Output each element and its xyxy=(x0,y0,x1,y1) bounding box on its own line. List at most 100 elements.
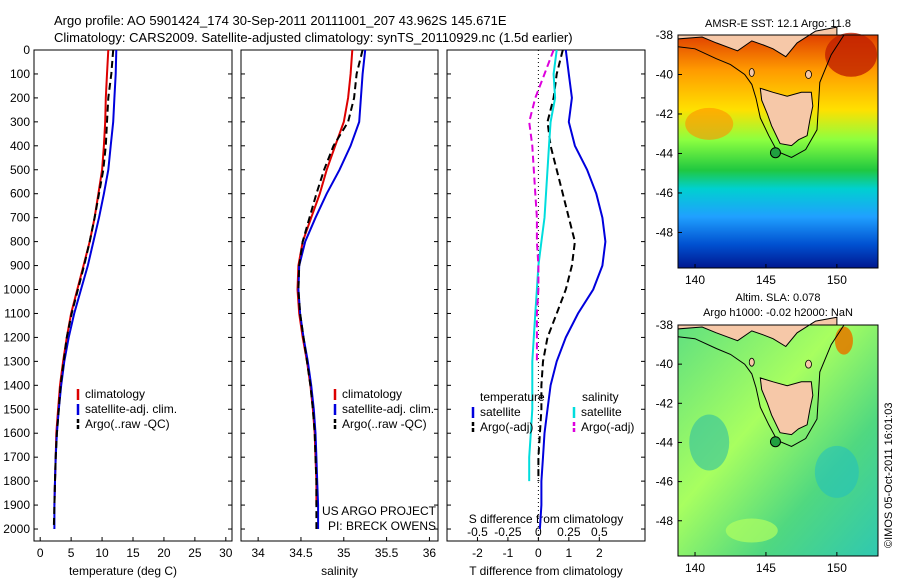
top-axis-label: S difference from climatology xyxy=(469,512,624,526)
x-tick-label: 0 xyxy=(37,546,44,560)
x-axis-label: salinity xyxy=(321,564,358,578)
legend-label: Argo(-adj) xyxy=(480,420,533,434)
lat-tick-label: -48 xyxy=(656,514,674,528)
warm-anomaly xyxy=(685,107,734,140)
tasmania-coast xyxy=(759,377,814,436)
y-tick-label: 1200 xyxy=(3,330,30,344)
series-line-temperature-argo-adj- xyxy=(537,49,576,482)
legend-header-salinity: salinity xyxy=(582,390,619,404)
mainland-coast xyxy=(677,26,838,58)
y-tick-label: 500 xyxy=(10,163,30,177)
y-tick-label: 1900 xyxy=(3,498,30,512)
profile-panel-3: -2 -1 0 1 2 T difference from climatology -0.5… xyxy=(446,49,646,578)
legend-header-temperature: temperature xyxy=(480,390,545,404)
lat-tick-label: -40 xyxy=(656,357,674,371)
x-tick-label: -2 xyxy=(472,546,483,560)
lat-tick-label: -40 xyxy=(656,67,674,81)
x-tick-label: 1 xyxy=(566,546,573,560)
sla-low xyxy=(814,445,859,498)
lon-tick-label: 140 xyxy=(685,273,705,287)
y-tick-label: 800 xyxy=(10,235,30,249)
top-tick-label: -0.25 xyxy=(494,525,522,539)
y-tick-label: 1800 xyxy=(3,474,30,488)
profile-panel-2: 34 34.5 35 35.5 36 salinity climatologysatelli… xyxy=(240,49,439,578)
legend-label: satellite xyxy=(581,405,622,419)
y-tick-label: 700 xyxy=(10,211,30,225)
lat-tick-label: -38 xyxy=(656,318,674,332)
shelf-contour xyxy=(677,34,878,158)
lon-tick-label: 140 xyxy=(685,561,705,575)
top-tick-label: 0.5 xyxy=(591,525,608,539)
map-frame xyxy=(677,34,879,269)
map-panel-2: -38 -40 -42 -44 -46 -48 140 145 150 Altim. SLA: 0… xyxy=(656,292,879,575)
x-tick-label: 25 xyxy=(188,546,202,560)
y-tick-label: 400 xyxy=(10,139,30,153)
y-tick-label: 1400 xyxy=(3,378,30,392)
plot-frame xyxy=(240,49,439,542)
map-title: AMSR-E SST: 12.1 Argo: 11.8 xyxy=(705,18,851,30)
x-tick-label: 34.5 xyxy=(289,546,313,560)
map-title-line2: Argo h1000: -0.02 h2000: NaN xyxy=(703,307,853,319)
argo-float-marker xyxy=(769,436,781,448)
y-tick-label: 1700 xyxy=(3,450,30,464)
y-tick-label: 1500 xyxy=(3,402,30,416)
plot-frame xyxy=(33,49,233,542)
map-title-line1: Altim. SLA: 0.078 xyxy=(736,292,821,304)
king-island xyxy=(748,68,755,77)
lon-tick-label: 150 xyxy=(827,561,847,575)
y-tick-label: 600 xyxy=(10,187,30,201)
plot-frame xyxy=(446,49,646,542)
y-tick-label: 100 xyxy=(10,67,30,81)
x-tick-label: 5 xyxy=(68,546,75,560)
flinders-island xyxy=(805,359,812,369)
y-tick-label: 2000 xyxy=(3,522,30,536)
x-tick-label: 0 xyxy=(535,546,542,560)
series-line-temperature-satellite xyxy=(538,49,607,530)
lat-tick-label: -48 xyxy=(656,225,674,239)
lon-tick-label: 145 xyxy=(756,273,776,287)
top-tick-label: 0 xyxy=(535,525,542,539)
y-tick-label: 1000 xyxy=(3,283,30,297)
sla-high xyxy=(725,518,778,543)
argo-float-marker xyxy=(769,147,781,159)
x-tick-label: 15 xyxy=(126,546,140,560)
x-tick-label: 35.5 xyxy=(375,546,399,560)
profile-panels: 0100200300400500600700800900100011001200… xyxy=(3,43,646,578)
series-line-salinity-argo-adj- xyxy=(528,49,555,362)
y-tick-label: 900 xyxy=(10,259,30,273)
top-tick-label: 0.25 xyxy=(557,525,581,539)
footer-credit: ©IMOS 05-Oct-2011 16:01:03 xyxy=(883,403,895,548)
sla-high xyxy=(834,326,853,355)
y-tick-label: 1100 xyxy=(4,306,30,320)
x-tick-label: 30 xyxy=(219,546,233,560)
mainland-coast xyxy=(677,316,838,348)
lat-tick-label: -46 xyxy=(656,186,674,200)
x-tick-label: 34 xyxy=(251,546,265,560)
tasmania-coast xyxy=(759,87,814,147)
legend-label: Argo(..raw -QC) xyxy=(342,417,427,431)
legend-label: climatology xyxy=(85,387,145,401)
series-line-satellite-adj-clim- xyxy=(53,49,118,529)
lat-tick-label: -44 xyxy=(656,435,674,449)
x-tick-label: 36 xyxy=(423,546,437,560)
legend-label: Argo(..raw -QC) xyxy=(85,417,170,431)
warm-anomaly xyxy=(825,32,878,77)
x-tick-label: 10 xyxy=(95,546,109,560)
y-tick-label: 300 xyxy=(10,115,30,129)
lat-tick-label: -42 xyxy=(656,396,674,410)
legend-label: satellite-adj. clim. xyxy=(342,402,434,416)
x-tick-label: 35 xyxy=(337,546,351,560)
map-frame xyxy=(677,324,879,557)
shelf-contour xyxy=(677,324,878,447)
top-tick-label: -0.5 xyxy=(467,525,488,539)
legend-label: climatology xyxy=(342,387,402,401)
lat-tick-label: -38 xyxy=(656,28,674,42)
header-line1: Argo profile: AO 5901424_174 30-Sep-2011… xyxy=(54,13,507,28)
y-tick-label: 200 xyxy=(10,91,30,105)
legend-label: Argo(-adj) xyxy=(581,420,634,434)
x-tick-label: 20 xyxy=(157,546,171,560)
map-panels: -38 -40 -42 -44 -46 -48 140 145 150 AMSR-E SST: 1… xyxy=(656,18,879,575)
map-panel-1: -38 -40 -42 -44 -46 -48 140 145 150 AMSR-E SST: 1… xyxy=(656,18,879,287)
annotation-pi: PI: BRECK OWENS xyxy=(328,519,436,533)
